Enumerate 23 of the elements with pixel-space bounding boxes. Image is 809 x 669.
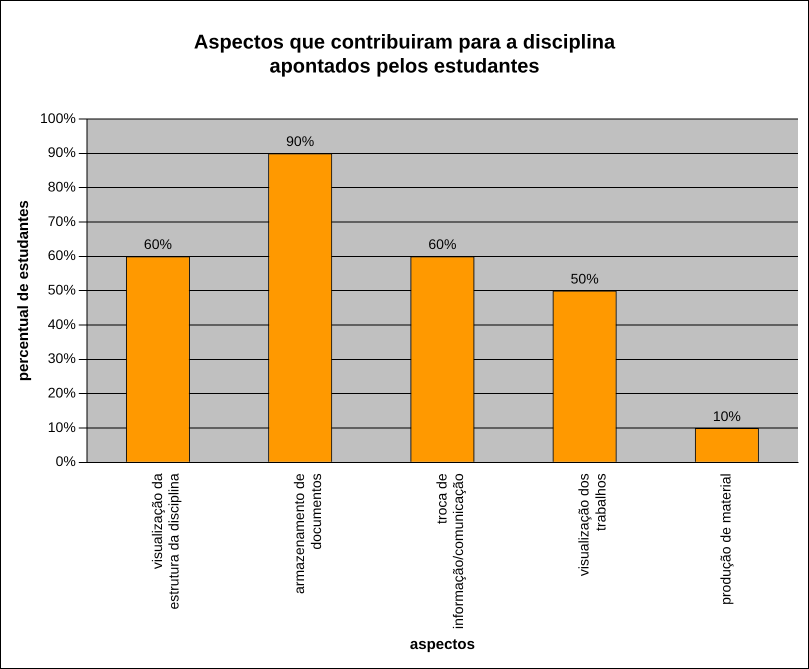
x-axis-title: aspectos [410, 636, 475, 654]
y-tick-label: 0% [56, 453, 76, 470]
y-tick-label: 70% [48, 212, 76, 229]
data-label: 90% [286, 133, 314, 150]
chart-title: Aspectos que contribuiram para a disciplina apontados pelos estudantes [194, 32, 616, 78]
y-tick-label: 60% [48, 247, 76, 264]
y-tick-label: 100% [40, 110, 76, 126]
data-label: 60% [144, 236, 172, 252]
y-tick-label: 30% [48, 350, 76, 366]
data-label: 60% [428, 236, 456, 252]
y-tick-label: 90% [48, 144, 76, 160]
y-tick-label: 20% [48, 384, 76, 401]
x-tick-label: produção de material [718, 473, 734, 605]
x-tick-label: armazenamento de documentos [291, 473, 324, 594]
y-tick-label: 40% [48, 316, 76, 332]
y-tick-label: 50% [48, 282, 76, 298]
data-label: 50% [570, 270, 599, 287]
x-tick-label: visualização dos trabalhos [576, 473, 608, 576]
y-tick-label: 80% [48, 178, 76, 195]
y-tick-label: 10% [48, 418, 76, 435]
y-axis-title: percentual de estudantes [15, 200, 32, 382]
data-label: 10% [712, 408, 741, 424]
x-tick-label: visualização da estrutura da disciplina [148, 473, 182, 610]
